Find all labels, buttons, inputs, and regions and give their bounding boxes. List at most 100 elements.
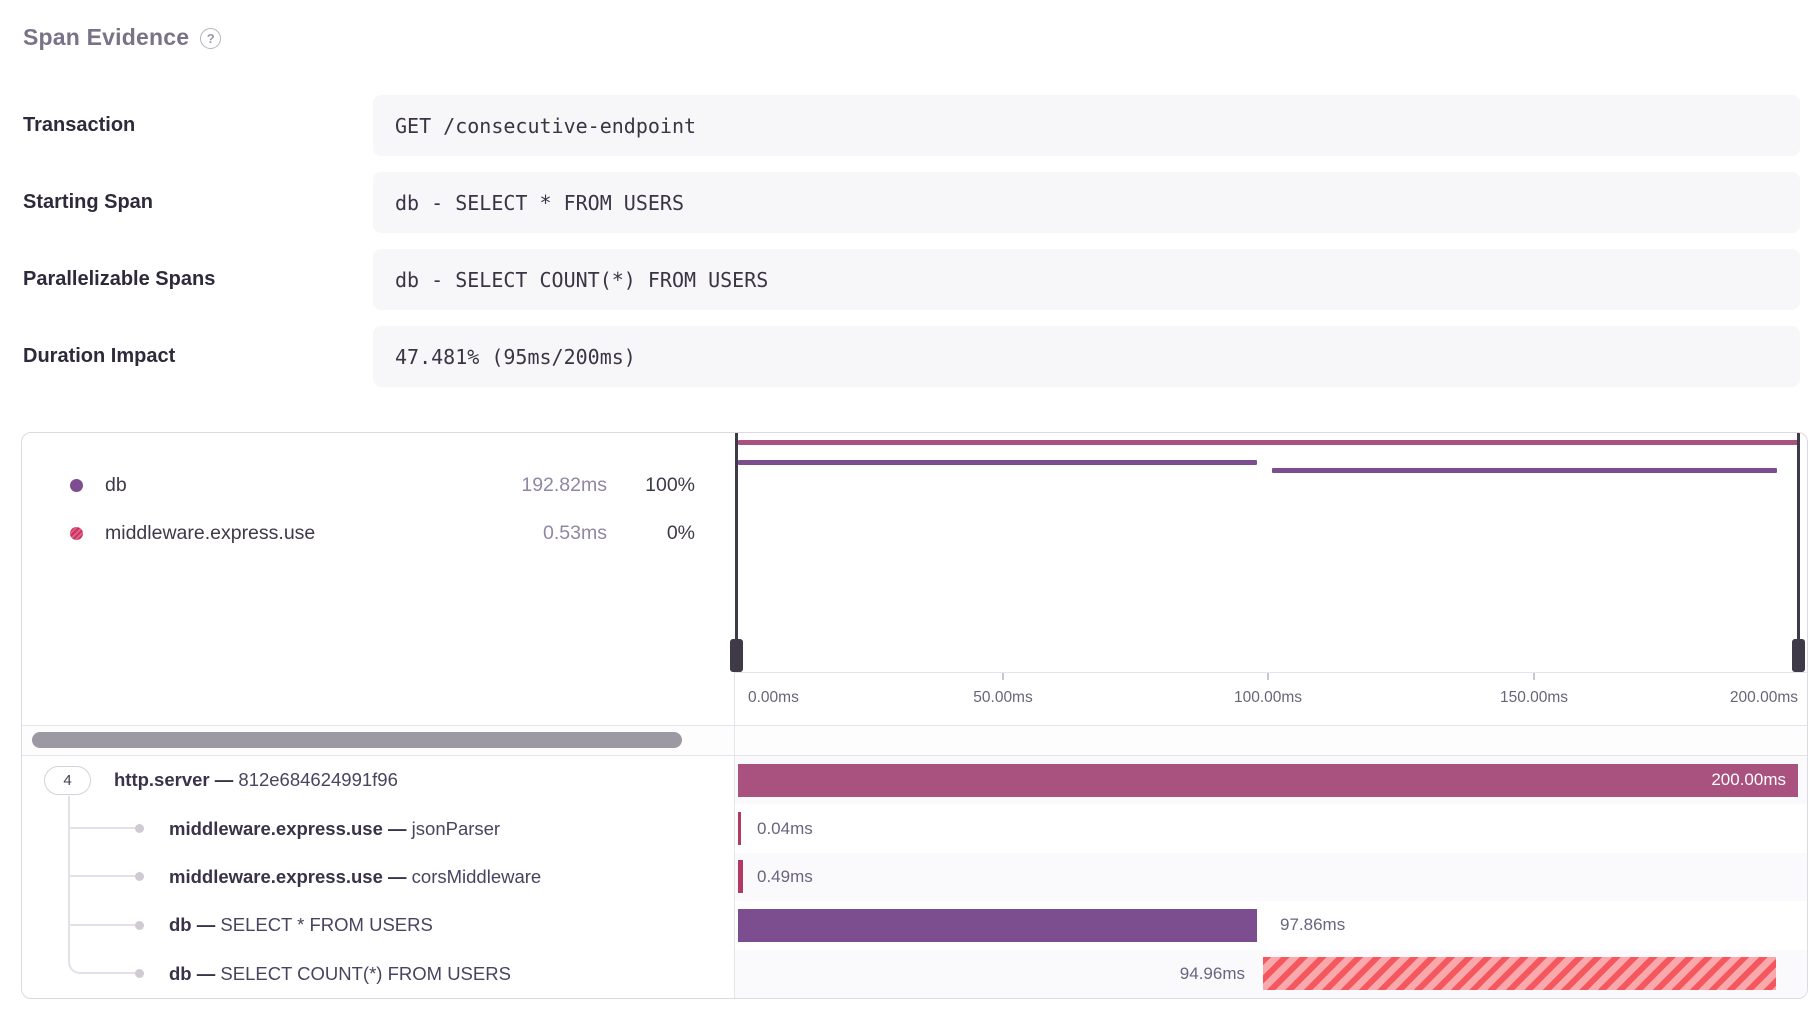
duration-label: 97.86ms	[1280, 915, 1346, 935]
span-op: db	[169, 914, 192, 936]
tree-connector	[69, 924, 140, 926]
legend-name: middleware.express.use	[105, 521, 316, 544]
minimap-left-handle-line[interactable]	[735, 433, 738, 639]
span-op: middleware.express.use	[169, 817, 383, 839]
duration-row-db-count[interactable]: 94.96ms	[735, 949, 1807, 998]
duration-label: 0.49ms	[757, 866, 813, 886]
field-label: Parallelizable Spans	[23, 268, 216, 290]
db-count-hatched-bar[interactable]	[1263, 957, 1776, 991]
legend-duration: 0.53ms	[543, 521, 607, 544]
span-label: db — SELECT * FROM USERS	[169, 914, 433, 936]
axis-tick	[1533, 673, 1535, 680]
minimap-span-db-count	[1272, 468, 1777, 473]
axis-tick	[1267, 673, 1269, 680]
field-row-parallelizable-spans: Parallelizable Spans db - SELECT COUNT(*…	[23, 249, 1800, 310]
tree-node-dot	[135, 969, 144, 978]
tree-node-dot	[135, 824, 144, 833]
span-row-http-server[interactable]: 4 http.server — 812e684624991f96	[22, 756, 734, 804]
field-value: db - SELECT COUNT(*) FROM USERS	[373, 249, 1800, 310]
axis-label-200ms: 200.00ms	[1729, 689, 1798, 706]
span-desc: SELECT * FROM USERS	[220, 914, 433, 936]
duration-row-corsmiddleware[interactable]: 0.49ms	[735, 852, 1807, 902]
legend-duration: 192.82ms	[521, 473, 607, 496]
db-color-dot-icon	[70, 478, 83, 492]
corsmiddleware-bar[interactable]	[738, 860, 743, 894]
span-row-db-select[interactable]: db — SELECT * FROM USERS	[22, 901, 734, 949]
db-select-bar[interactable]	[738, 908, 1257, 942]
tree-connector-elbow	[68, 796, 140, 974]
field-value: GET /consecutive-endpoint	[373, 95, 1800, 156]
separator: —	[388, 817, 407, 839]
legend-item-db[interactable]: db 192.82ms 100%	[22, 461, 735, 509]
span-desc: SELECT COUNT(*) FROM USERS	[220, 962, 511, 984]
tree-connector	[69, 875, 140, 877]
axis-label-150ms: 150.00ms	[1499, 689, 1569, 706]
field-label: Duration Impact	[23, 345, 176, 367]
minimap[interactable]	[730, 433, 1807, 672]
legend-percent: 0%	[666, 521, 695, 544]
span-op: http.server	[114, 769, 210, 791]
field-row-starting-span: Starting Span db - SELECT * FROM USERS	[23, 172, 1800, 233]
span-label: db — SELECT COUNT(*) FROM USERS	[169, 963, 511, 985]
span-label: http.server — 812e684624991f96	[114, 769, 398, 791]
axis-label-50ms: 50.00ms	[973, 689, 1033, 706]
tree-scrollbar-track	[22, 725, 735, 756]
duration-row-jsonparser[interactable]: 0.04ms	[735, 804, 1807, 852]
span-desc: jsonParser	[411, 817, 501, 839]
separator: —	[196, 962, 216, 984]
legend-item-middleware[interactable]: middleware.express.use 0.53ms 0%	[22, 509, 735, 557]
axis-label-100ms: 100.00ms	[1233, 689, 1303, 706]
time-axis: 0.00ms 50.00ms 100.00ms 150.00ms 200.00m…	[735, 672, 1807, 725]
span-waterfall-panel: db 192.82ms 100% middleware.express.use …	[21, 432, 1808, 999]
minimap-right-handle-grip[interactable]	[1792, 639, 1805, 672]
field-row-duration-impact: Duration Impact 47.481% (95ms/200ms)	[23, 326, 1800, 387]
minimap-span-http-server	[738, 440, 1798, 445]
duration-label: 0.04ms	[757, 818, 813, 838]
span-row-db-count[interactable]: db — SELECT COUNT(*) FROM USERS	[22, 950, 734, 998]
tree-connector	[69, 827, 140, 829]
field-value: db - SELECT * FROM USERS	[373, 172, 1800, 233]
help-icon[interactable]: ?	[200, 28, 222, 49]
span-desc: 812e684624991f96	[238, 769, 398, 791]
span-op: middleware.express.use	[169, 865, 383, 887]
tree-scrollbar-thumb[interactable]	[32, 732, 682, 748]
field-label: Starting Span	[23, 191, 154, 213]
field-label: Transaction	[23, 114, 136, 136]
axis-left-spacer	[22, 672, 735, 725]
separator: —	[196, 914, 216, 936]
page-title: Span Evidence	[23, 24, 190, 50]
duration-row-db-select[interactable]: 97.86ms	[735, 901, 1807, 949]
separator: —	[214, 769, 234, 791]
field-value: 47.481% (95ms/200ms)	[373, 326, 1800, 387]
separator: —	[388, 865, 407, 887]
span-row-jsonparser[interactable]: middleware.express.use — jsonParser	[22, 804, 734, 852]
span-tree: 4 http.server — 812e684624991f96 middlew…	[22, 756, 735, 998]
minimap-left-handle-grip[interactable]	[730, 639, 743, 672]
duration-label: 94.96ms	[1179, 963, 1245, 983]
span-label: middleware.express.use — jsonParser	[169, 818, 500, 840]
header: Span Evidence ?	[23, 24, 222, 51]
evidence-fields: Transaction GET /consecutive-endpoint St…	[23, 95, 1800, 403]
minimap-span-db-select	[738, 460, 1257, 465]
middleware-color-dot-icon	[70, 526, 83, 540]
http-server-bar[interactable]: 200.00ms	[738, 763, 1798, 797]
duration-column: 200.00ms 0.04ms 0.49ms 97.86ms 94.96ms	[735, 756, 1807, 998]
tree-node-dot	[135, 872, 144, 881]
axis-label-0ms: 0.00ms	[748, 689, 799, 706]
field-row-transaction: Transaction GET /consecutive-endpoint	[23, 95, 1800, 156]
legend-name: db	[105, 473, 127, 496]
jsonparser-bar[interactable]	[738, 811, 741, 845]
span-desc: corsMiddleware	[411, 865, 542, 887]
span-label: middleware.express.use — corsMiddleware	[169, 866, 541, 888]
legend-percent: 100%	[645, 473, 695, 496]
span-row-corsmiddleware[interactable]: middleware.express.use — corsMiddleware	[22, 853, 734, 901]
span-count-badge[interactable]: 4	[44, 765, 91, 795]
minimap-right-handle-line[interactable]	[1797, 433, 1800, 639]
legend: db 192.82ms 100% middleware.express.use …	[22, 433, 735, 672]
duration-row-http-server[interactable]: 200.00ms	[735, 756, 1807, 805]
scrollbar-strip-right	[735, 725, 1807, 756]
axis-tick	[1002, 673, 1004, 680]
span-op: db	[169, 962, 192, 984]
tree-node-dot	[135, 921, 144, 930]
